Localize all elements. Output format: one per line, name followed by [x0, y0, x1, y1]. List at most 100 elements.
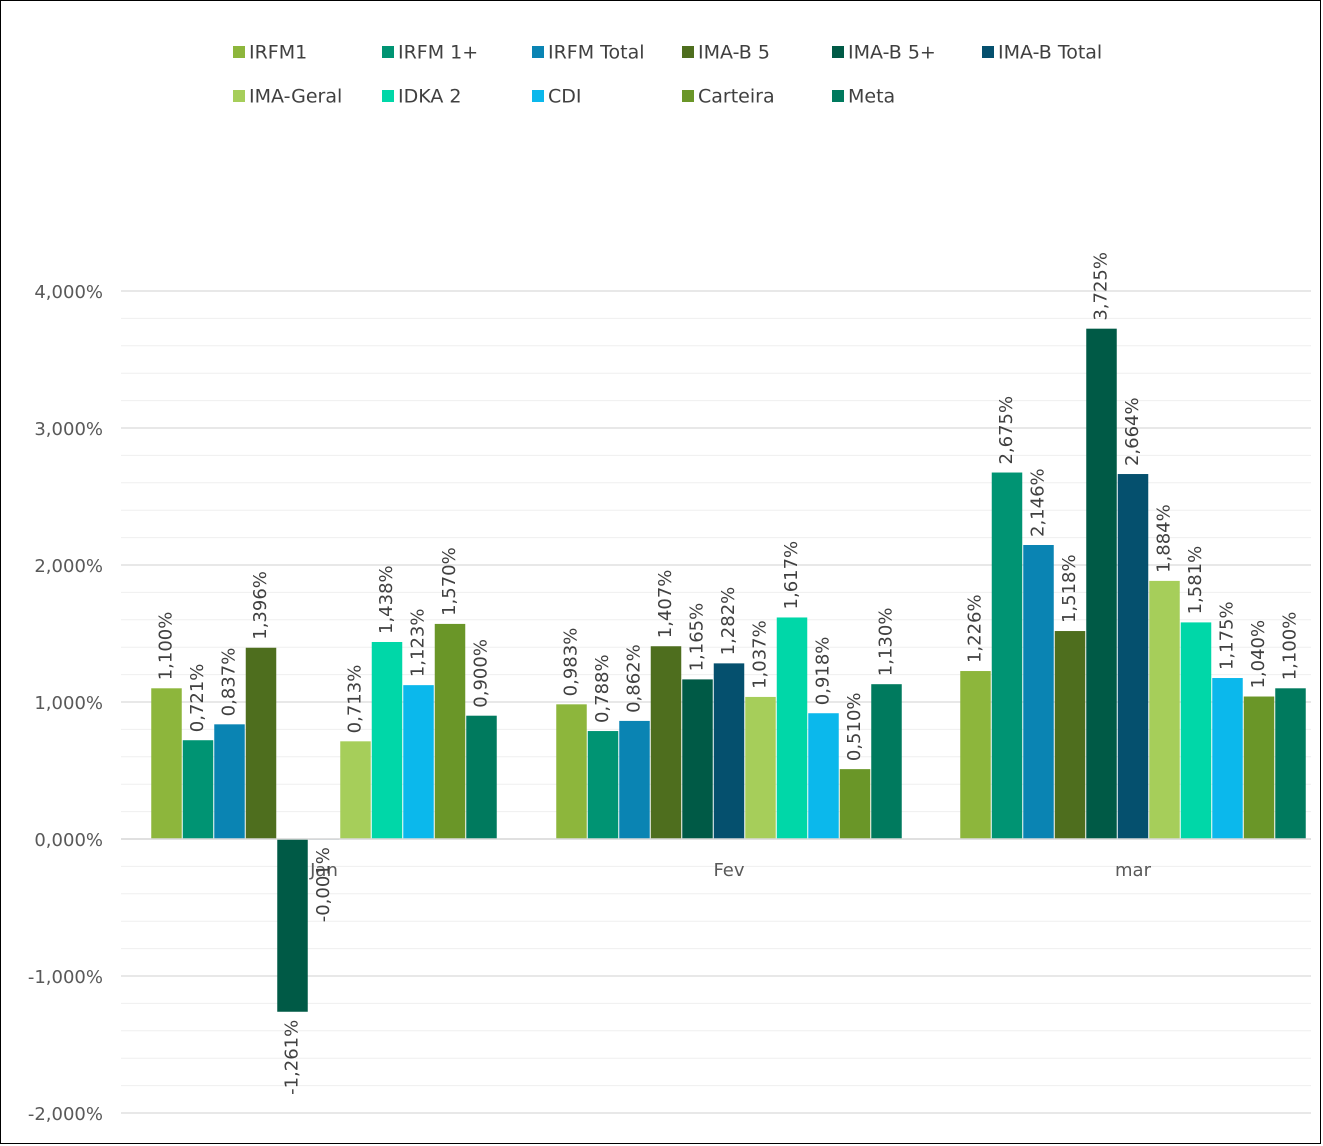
- bar: [713, 663, 745, 839]
- legend-swatch: [832, 46, 844, 58]
- legend-swatch: [382, 90, 394, 102]
- category-labels: Jan Fev mar: [309, 860, 1151, 881]
- legend-item: IRFM 1+: [382, 42, 478, 64]
- y-tick-label: 2,000%: [34, 556, 103, 577]
- data-label: 1,282%: [718, 587, 739, 656]
- data-label: 2,146%: [1028, 468, 1049, 537]
- y-tick-label: -2,000%: [28, 1104, 103, 1125]
- data-label: 0,837%: [219, 648, 240, 717]
- data-label: 1,040%: [1248, 620, 1269, 689]
- legend-swatch: [682, 90, 694, 102]
- legend: IRFM1 IRFM 1+ IRFM Total IMA-B 5 IMA-B 5+ IMA…: [233, 42, 1102, 108]
- bar: [245, 647, 277, 839]
- data-label: 2,664%: [1122, 397, 1143, 466]
- bars: [151, 328, 1306, 1012]
- bar: [1275, 688, 1306, 839]
- data-label: 1,396%: [250, 571, 271, 640]
- legend-label: Carteira: [698, 86, 775, 108]
- bar: [214, 724, 245, 839]
- legend-item: Carteira: [682, 86, 775, 108]
- data-label: 0,900%: [471, 639, 492, 708]
- legend-item: IRFM1: [233, 42, 307, 64]
- y-tick-label: 1,000%: [34, 693, 103, 714]
- y-tick-label: -1,000%: [28, 967, 103, 988]
- data-label: 0,862%: [624, 644, 645, 713]
- legend-item: IMA-Geral: [233, 86, 342, 108]
- bar: [277, 839, 308, 1012]
- legend-swatch: [982, 46, 994, 58]
- legend-label: IRFM Total: [548, 42, 645, 64]
- bar: [1086, 328, 1117, 839]
- legend-label: IRFM1: [249, 42, 307, 64]
- legend-item: IRFM Total: [532, 42, 645, 64]
- data-label: 0,918%: [813, 637, 834, 706]
- bar: [1212, 678, 1243, 839]
- data-labels: 1,100% 0,983% 1,226% 0,721% 0,788% 2,675% 0,83…: [156, 252, 1301, 1095]
- data-label: 1,100%: [1280, 612, 1301, 681]
- legend-swatch: [532, 46, 544, 58]
- data-label: 1,123%: [408, 609, 429, 678]
- legend-label: IRFM 1+: [398, 42, 478, 64]
- data-label: -0,001%: [313, 847, 334, 922]
- data-label: 0,721%: [187, 664, 208, 733]
- data-label: 0,983%: [561, 628, 582, 697]
- bar: [808, 713, 839, 839]
- bar: [619, 720, 650, 839]
- bar: [403, 685, 434, 839]
- data-label: 1,617%: [781, 541, 802, 610]
- legend-label: IMA-B Total: [998, 42, 1102, 64]
- bar: [650, 646, 682, 839]
- data-label: 2,675%: [996, 396, 1017, 465]
- bar: [182, 740, 214, 839]
- legend-swatch: [832, 90, 844, 102]
- bar: [1180, 622, 1212, 839]
- data-label: 1,130%: [876, 608, 897, 677]
- legend-swatch: [682, 46, 694, 58]
- bar: [1117, 474, 1149, 839]
- data-label: 1,037%: [750, 620, 771, 689]
- bar: [340, 741, 371, 839]
- legend-label: Meta: [848, 86, 895, 108]
- data-label: 1,570%: [439, 547, 460, 616]
- legend-swatch: [532, 90, 544, 102]
- x-tick-label: mar: [1115, 860, 1152, 881]
- data-label: 0,713%: [345, 665, 366, 734]
- data-label: 1,438%: [376, 565, 397, 634]
- y-tick-label: 4,000%: [34, 282, 103, 303]
- data-label: 1,407%: [655, 570, 676, 639]
- data-label: 1,165%: [687, 603, 708, 672]
- data-label: 1,100%: [156, 612, 177, 681]
- bar: [1149, 580, 1180, 839]
- bar: [1023, 544, 1054, 839]
- bar: [587, 731, 619, 839]
- bar: [839, 769, 871, 839]
- legend-swatch: [382, 46, 394, 58]
- y-tick-label: 3,000%: [34, 419, 103, 440]
- data-label: 1,226%: [965, 594, 986, 663]
- data-label: 3,725%: [1091, 252, 1112, 321]
- bar: [776, 617, 808, 839]
- bar: [434, 623, 466, 839]
- data-label: -1,261%: [282, 1020, 303, 1095]
- x-tick-label: Jan: [309, 860, 338, 881]
- bar: [151, 688, 182, 839]
- legend-item: IDKA 2: [382, 86, 462, 108]
- x-tick-label: Fev: [713, 860, 744, 881]
- data-label: 1,884%: [1154, 504, 1175, 573]
- bar: [682, 679, 713, 839]
- bar: [371, 641, 403, 839]
- bar: [991, 472, 1023, 839]
- legend-item: IMA-B Total: [982, 42, 1102, 64]
- legend-label: IMA-B 5+: [848, 42, 936, 64]
- legend-item: Meta: [832, 86, 895, 108]
- legend-swatch: [233, 90, 245, 102]
- bar: [466, 715, 497, 839]
- legend-item: CDI: [532, 86, 582, 108]
- data-label: 0,788%: [592, 654, 613, 723]
- legend-item: IMA-B 5+: [832, 42, 936, 64]
- data-label: 1,518%: [1059, 554, 1080, 623]
- bar: [1054, 631, 1086, 839]
- bar: [960, 671, 991, 839]
- bar: [871, 684, 902, 839]
